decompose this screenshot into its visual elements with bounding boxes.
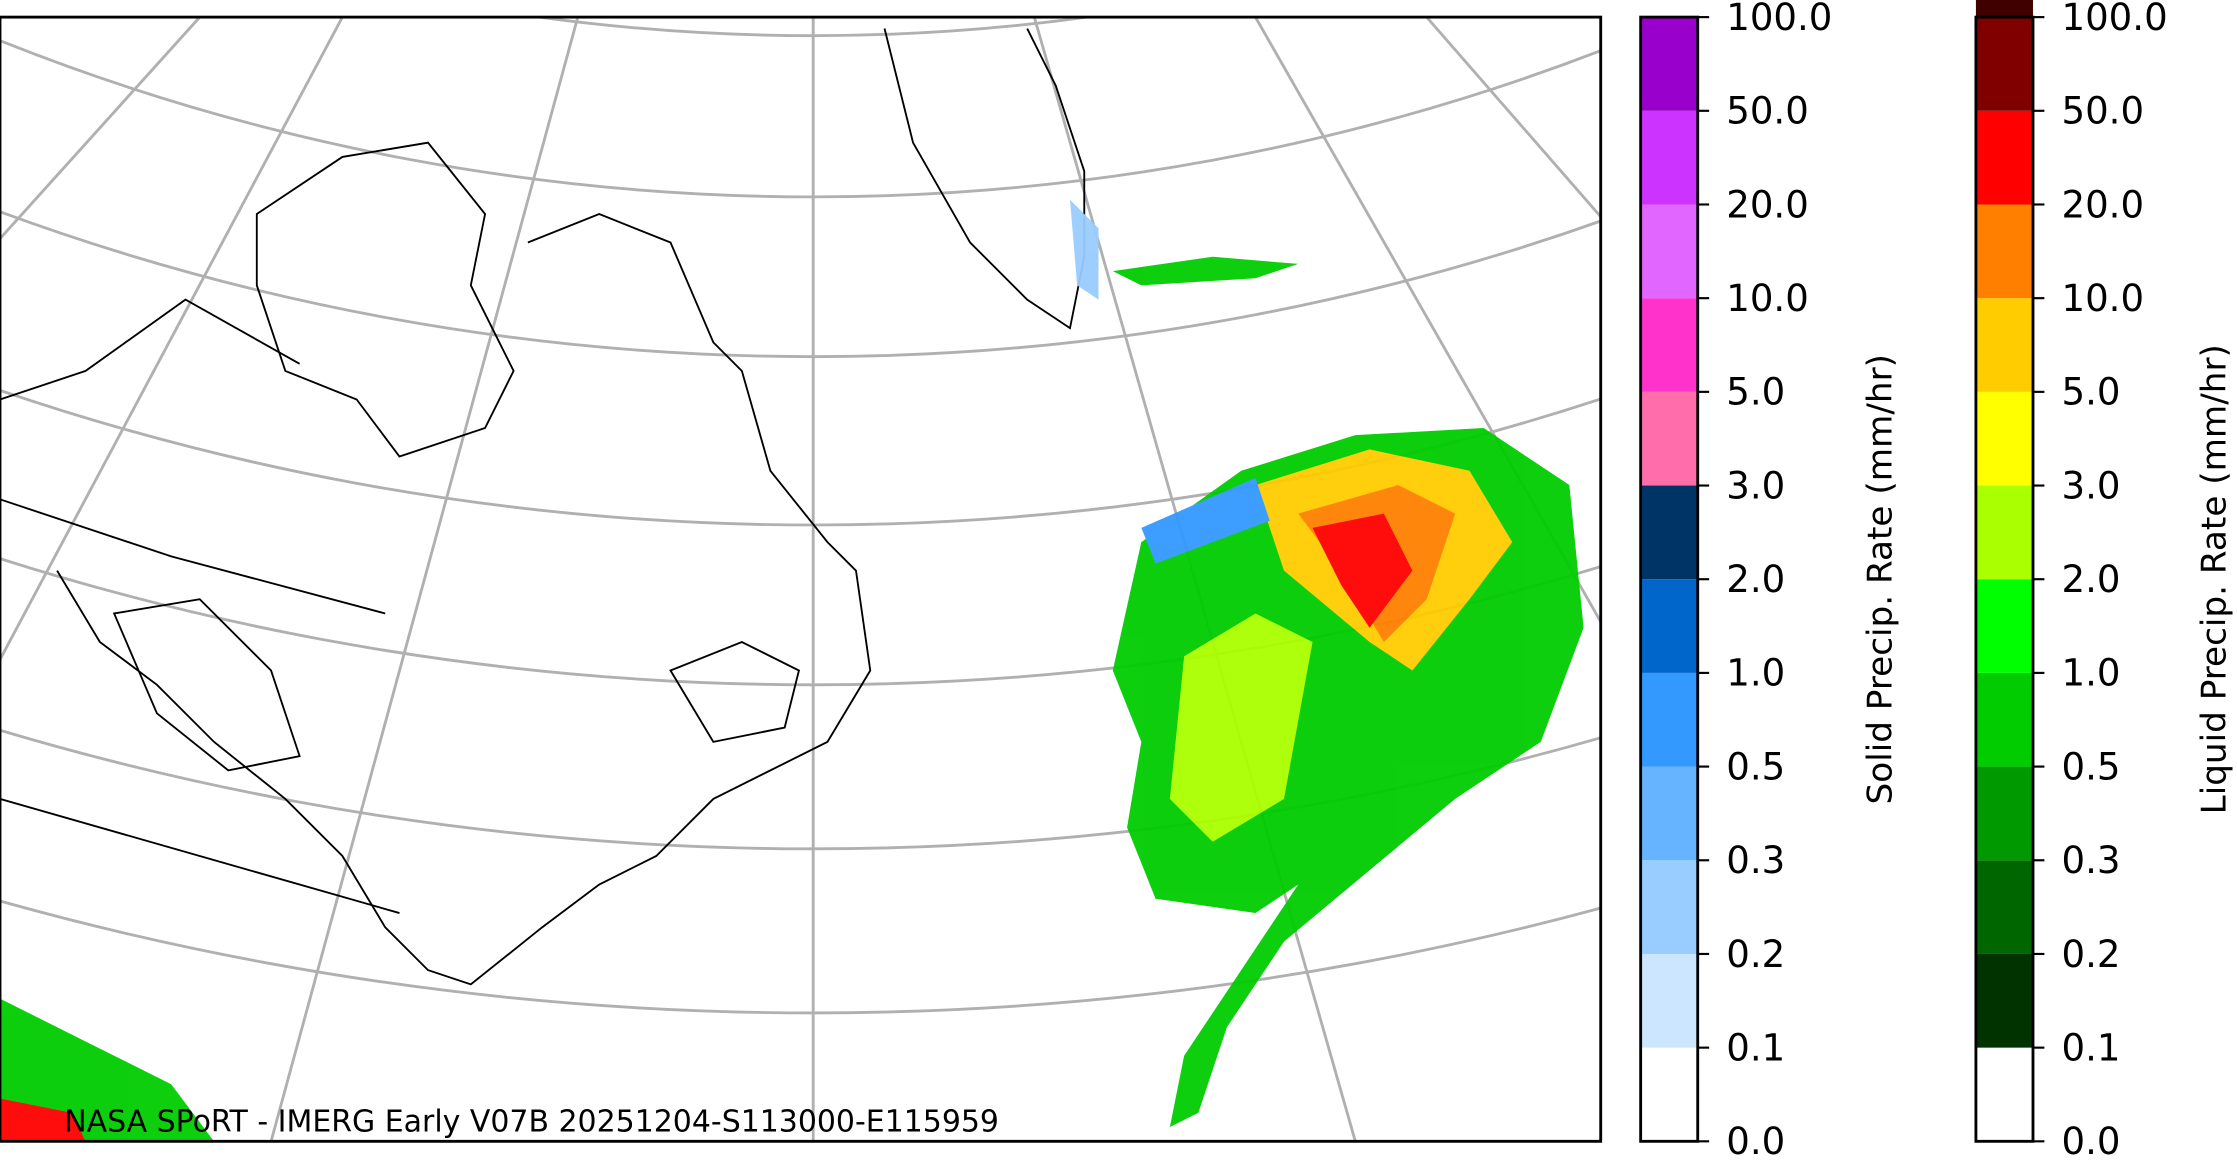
- colorbar-segment: [1975, 672, 2033, 767]
- colorbar-segment: [1640, 672, 1698, 767]
- colorbar-label: Solid Precip. Rate (mm/hr): [1861, 354, 1901, 804]
- colorbar-tick-label: 100.0: [1726, 0, 1832, 39]
- colorbar-tick-label: 3.0: [2062, 464, 2121, 507]
- colorbar-segment: [1640, 579, 1698, 673]
- colorbar-segment: [1975, 204, 2033, 299]
- colorbar-segment: [1640, 204, 1698, 299]
- colorbar-tick-label: 2.0: [1726, 558, 1785, 601]
- colorbar-segment: [1640, 17, 1698, 111]
- colorbar-tick-label: 5.0: [1726, 371, 1785, 414]
- colorbar-tick-label: 50.0: [1726, 90, 1809, 133]
- colorbar-segment: [1640, 391, 1698, 486]
- colorbar-segment: [1640, 110, 1698, 205]
- colorbar-tick-label: 2.0: [2062, 558, 2121, 601]
- map: [0, 17, 1601, 1142]
- colorbar-tick-label: 0.3: [2062, 839, 2121, 882]
- colorbar-segment: [1975, 391, 2033, 486]
- colorbar-tick-label: 10.0: [1726, 277, 1809, 320]
- colorbar-tick-label: 0.5: [2062, 745, 2121, 788]
- colorbar-tick-label: 1.0: [2062, 652, 2121, 695]
- colorbar-segment: [1975, 766, 2033, 861]
- colorbar-tick-label: 0.5: [1726, 745, 1785, 788]
- colorbar-tick-label: 100.0: [2062, 0, 2168, 39]
- colorbar-tick-label: 0.0: [2062, 1120, 2121, 1163]
- colorbar-tick-label: 0.3: [1726, 839, 1785, 882]
- colorbar-tick-label: 3.0: [1726, 464, 1785, 507]
- colorbar-tick-label: 1.0: [1726, 652, 1785, 695]
- colorbar-tick-label: 5.0: [2062, 371, 2121, 414]
- colorbar-label: Liquid Precip. Rate (mm/hr): [2195, 344, 2235, 814]
- footer: NASA SPoRT - IMERG Early V07B 20251204-S…: [64, 1104, 999, 1139]
- colorbar-segment: [1975, 579, 2033, 673]
- colorbar-tick-label: 50.0: [2062, 90, 2145, 133]
- colorbar-tick-label: 0.0: [1726, 1120, 1785, 1163]
- colorbar-segment: [1640, 298, 1698, 392]
- colorbar-segment: [1640, 953, 1698, 1048]
- colorbar-segment: [1640, 1047, 1698, 1142]
- precip-field: [0, 199, 1584, 1142]
- colorbar-segment: [1640, 766, 1698, 861]
- colorbar-segment: [1975, 953, 2033, 1048]
- colorbar-segment: [1640, 485, 1698, 580]
- colorbar-tick-label: 0.1: [1726, 1026, 1785, 1069]
- colorbar-segment: [1975, 17, 2033, 111]
- graticule: [0, 17, 1601, 1142]
- colorbar-segment: [1640, 860, 1698, 954]
- colorbar-segment: [1975, 485, 2033, 580]
- colorbar-segment: [1975, 1047, 2033, 1142]
- colorbar-segment: [1975, 860, 2033, 954]
- colorbar-segment: [1975, 0, 2033, 18]
- colorbar-tick-label: 0.2: [2062, 933, 2121, 976]
- colorbar-tick-label: 20.0: [1726, 183, 1809, 226]
- colorbar-tick-label: 10.0: [2062, 277, 2145, 320]
- colorbar-tick-label: 0.1: [2062, 1026, 2121, 1069]
- colorbar-tick-label: 0.2: [1726, 933, 1785, 976]
- colorbar-tick-label: 20.0: [2062, 183, 2145, 226]
- colorbar-segment: [1975, 298, 2033, 392]
- coastlines: [0, 28, 1086, 986]
- colorbar-segment: [1975, 110, 2033, 205]
- map-frame: [0, 15, 1603, 1143]
